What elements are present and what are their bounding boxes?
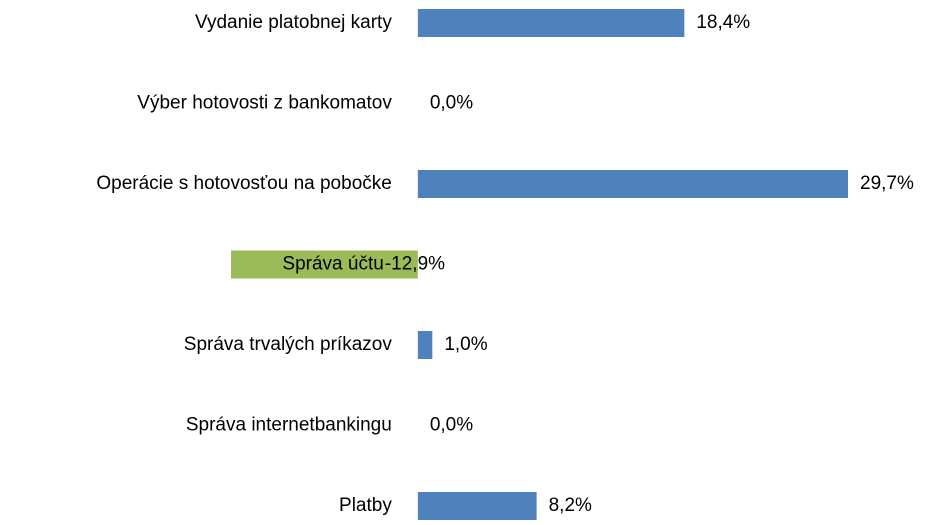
bar [417,170,848,198]
data-label: 0,0% [430,93,473,114]
bar [417,9,685,37]
category-label: Vydanie platobnej karty [195,12,392,33]
category-label: Správa účtu [282,254,383,275]
data-label: 29,7% [860,173,914,194]
category-label: Správa trvalých príkazov [184,334,393,355]
data-label: 0,0% [430,415,473,436]
category-label: Výber hotovosti z bankomatov [137,93,392,114]
data-label: 1,0% [444,334,487,355]
bar [417,492,537,520]
bar [231,250,418,279]
data-label: -12,9% [385,254,445,275]
category-label: Operácie s hotovosťou na pobočke [96,173,391,194]
category-label: Platby [339,495,392,516]
bar [417,331,433,359]
data-label: 8,2% [549,495,592,516]
category-label: Správa internetbankingu [186,415,392,436]
data-label: 18,4% [696,12,750,33]
